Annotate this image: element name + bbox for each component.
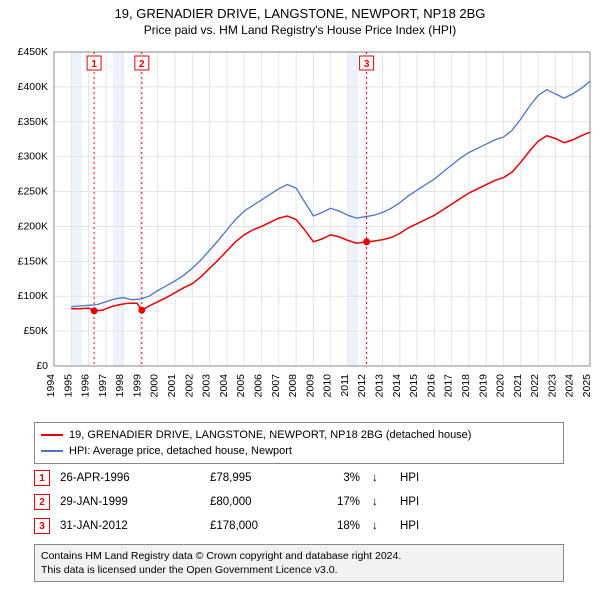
svg-text:2009: 2009 [304,374,316,398]
svg-text:2010: 2010 [322,374,334,398]
sale-marker-badge: 1 [34,470,50,486]
legend-row: HPI: Average price, detached house, Newp… [41,443,557,459]
svg-text:2004: 2004 [218,374,230,398]
down-arrow-icon: ↓ [372,472,390,484]
svg-text:£450K: £450K [18,46,48,58]
table-row: 1 26-APR-1996 £78,995 3% ↓ HPI [34,466,564,490]
sales-table: 1 26-APR-1996 £78,995 3% ↓ HPI 2 29-JAN-1999 £80… [34,466,564,538]
svg-text:1999: 1999 [131,374,143,398]
sale-pct-diff: 18% [310,520,362,532]
title-block: 19, GRENADIER DRIVE, LANGSTONE, NEWPORT,… [0,0,600,37]
table-row: 3 31-JAN-2012 £178,000 18% ↓ HPI [34,514,564,538]
legend-box: 19, GRENADIER DRIVE, LANGSTONE, NEWPORT,… [34,422,564,464]
svg-text:2003: 2003 [201,374,213,398]
svg-text:1998: 1998 [114,374,126,398]
svg-text:1995: 1995 [62,374,74,398]
hpi-label: HPI [400,520,440,532]
svg-text:2024: 2024 [564,374,576,398]
svg-text:2022: 2022 [529,374,541,398]
svg-text:2008: 2008 [287,374,299,398]
legend-swatch-series2 [41,450,63,452]
svg-text:1: 1 [91,59,97,70]
legend-swatch-series1 [41,434,63,436]
svg-text:2011: 2011 [339,374,351,397]
svg-text:2005: 2005 [235,374,247,398]
svg-text:2015: 2015 [408,374,420,398]
footer-line2: This data is licensed under the Open Gov… [41,563,557,577]
svg-text:£100K: £100K [18,290,48,302]
sale-price: £78,995 [210,472,300,484]
footer-line1: Contains HM Land Registry data © Crown c… [41,549,557,563]
svg-text:2001: 2001 [166,374,178,398]
svg-text:£300K: £300K [18,151,48,163]
svg-text:£0: £0 [36,360,48,372]
svg-text:£200K: £200K [18,220,48,232]
down-arrow-icon: ↓ [372,496,390,508]
svg-text:£350K: £350K [18,116,48,128]
svg-text:2002: 2002 [183,374,195,398]
svg-text:£150K: £150K [18,255,48,267]
sale-price: £80,000 [210,496,300,508]
svg-text:2017: 2017 [443,374,455,398]
svg-text:2006: 2006 [252,374,264,398]
svg-text:2: 2 [139,59,145,70]
sale-date: 29-JAN-1999 [60,496,200,508]
svg-text:£50K: £50K [23,325,48,337]
svg-text:2007: 2007 [270,374,282,398]
chart-area: £0 £50K £100K £150K £200K £250K £300K £350K £400… [0,44,600,414]
sale-marker-badge: 3 [34,518,50,534]
hpi-label: HPI [400,496,440,508]
chart-title-address: 19, GRENADIER DRIVE, LANGSTONE, NEWPORT,… [0,6,600,21]
sale-date: 26-APR-1996 [60,472,200,484]
svg-text:2016: 2016 [425,374,437,398]
sale-pct-diff: 3% [310,472,362,484]
legend-row: 19, GRENADIER DRIVE, LANGSTONE, NEWPORT,… [41,427,557,443]
table-row: 2 29-JAN-1999 £80,000 17% ↓ HPI [34,490,564,514]
svg-text:2021: 2021 [512,374,524,398]
chart-subtitle: Price paid vs. HM Land Registry's House … [0,23,600,37]
sale-marker-badge: 2 [34,494,50,510]
sale-pct-diff: 17% [310,496,362,508]
svg-text:2023: 2023 [546,374,558,398]
svg-text:2013: 2013 [374,374,386,398]
svg-text:1994: 1994 [45,374,57,398]
svg-text:1996: 1996 [80,374,92,398]
svg-text:2018: 2018 [460,374,472,398]
svg-text:3: 3 [364,59,370,70]
svg-text:2000: 2000 [149,374,161,398]
svg-text:2012: 2012 [356,374,368,398]
footer-attribution: Contains HM Land Registry data © Crown c… [34,544,564,582]
chart-svg: £0 £50K £100K £150K £200K £250K £300K £350K £400… [0,44,600,414]
svg-text:2019: 2019 [477,374,489,398]
svg-text:2020: 2020 [495,374,507,398]
sale-price: £178,000 [210,520,300,532]
svg-text:2025: 2025 [581,374,593,398]
svg-text:£400K: £400K [18,81,48,93]
svg-text:1997: 1997 [97,374,109,398]
svg-text:2014: 2014 [391,374,403,398]
legend-label-series1: 19, GRENADIER DRIVE, LANGSTONE, NEWPORT,… [69,427,471,443]
sale-date: 31-JAN-2012 [60,520,200,532]
hpi-label: HPI [400,472,440,484]
legend-label-series2: HPI: Average price, detached house, Newp… [69,443,292,459]
svg-text:£250K: £250K [18,186,48,198]
down-arrow-icon: ↓ [372,520,390,532]
